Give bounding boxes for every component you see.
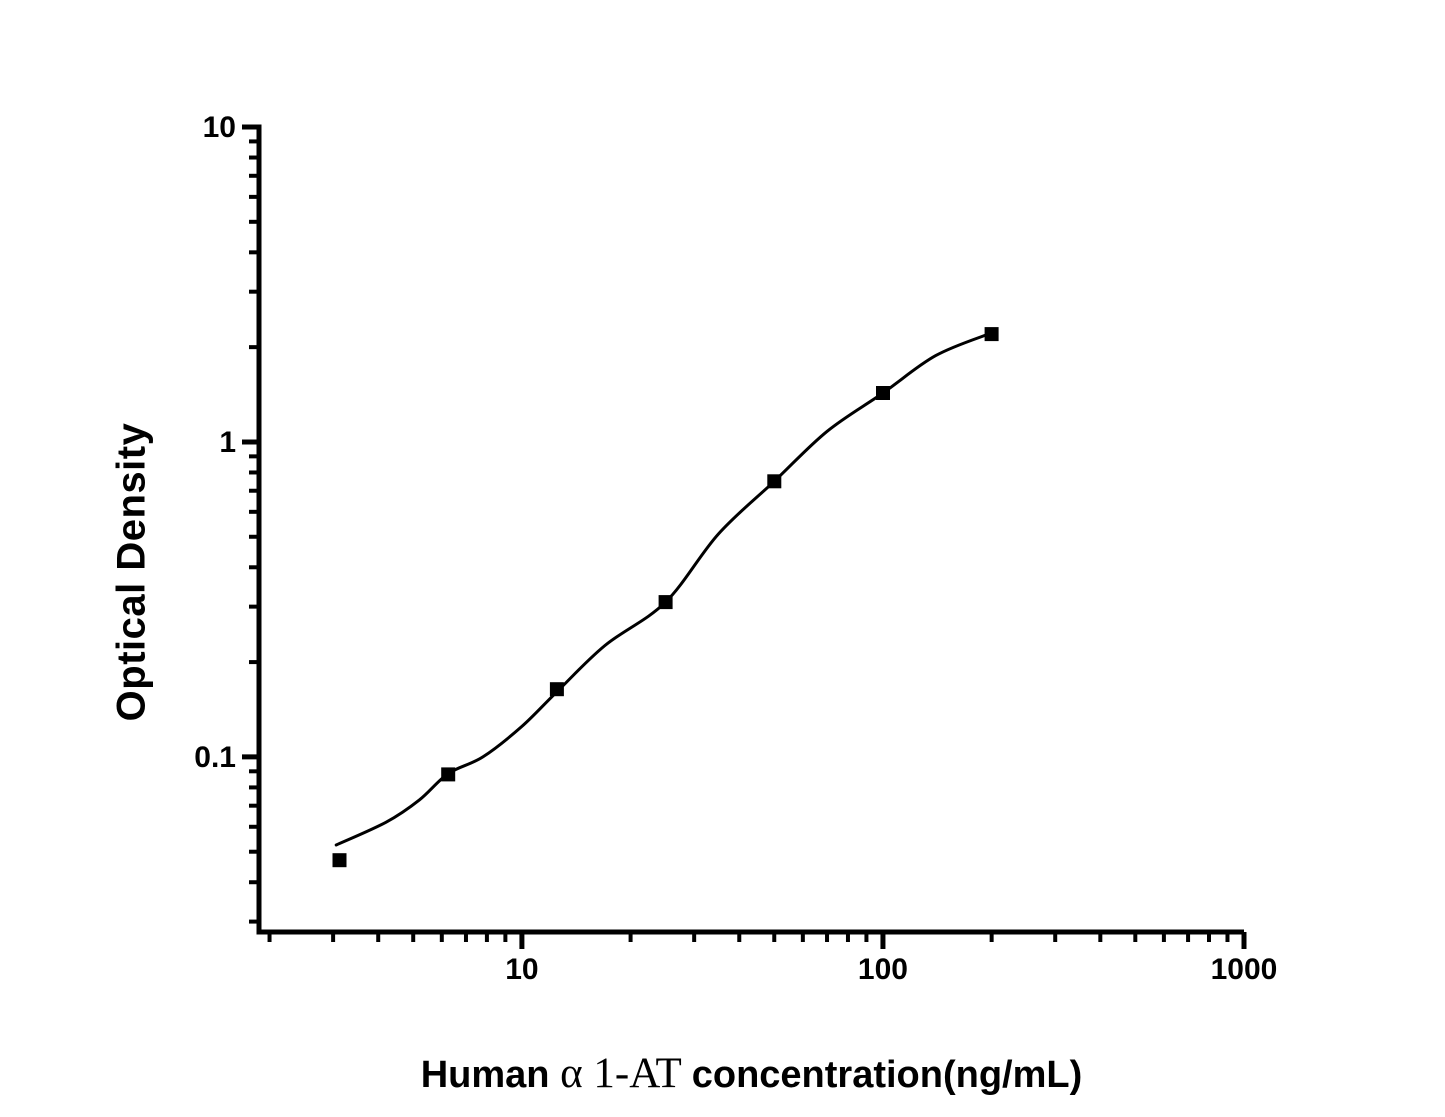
x-tick-label: 10 [505, 953, 538, 986]
data-point-marker [984, 327, 999, 342]
data-point-marker [658, 595, 673, 610]
data-point-marker [876, 386, 890, 400]
x-tick-label: 1000 [1211, 953, 1278, 986]
y-tick-label: 1 [219, 426, 236, 459]
y-tick-label: 10 [203, 111, 236, 144]
x-axis-title-part-0: Human [420, 1054, 561, 1096]
y-tick-label: 0.1 [194, 741, 236, 774]
axis-spine [256, 124, 1244, 935]
fit-curve [334, 331, 994, 847]
data-point-marker [549, 682, 564, 697]
data-point-marker [767, 474, 782, 489]
x-axis-title-part-2: concentration(ng/mL) [691, 1054, 1083, 1096]
x-axis-title-part-1: α 1-AT [560, 1050, 692, 1097]
data-point-marker [441, 767, 456, 782]
x-tick-label: 100 [858, 953, 908, 986]
x-axis-title: Human α 1-AT concentration(ng/mL) [259, 1048, 1244, 1109]
y-axis-title: Optical Density [109, 422, 154, 722]
data-point-marker [332, 853, 347, 868]
